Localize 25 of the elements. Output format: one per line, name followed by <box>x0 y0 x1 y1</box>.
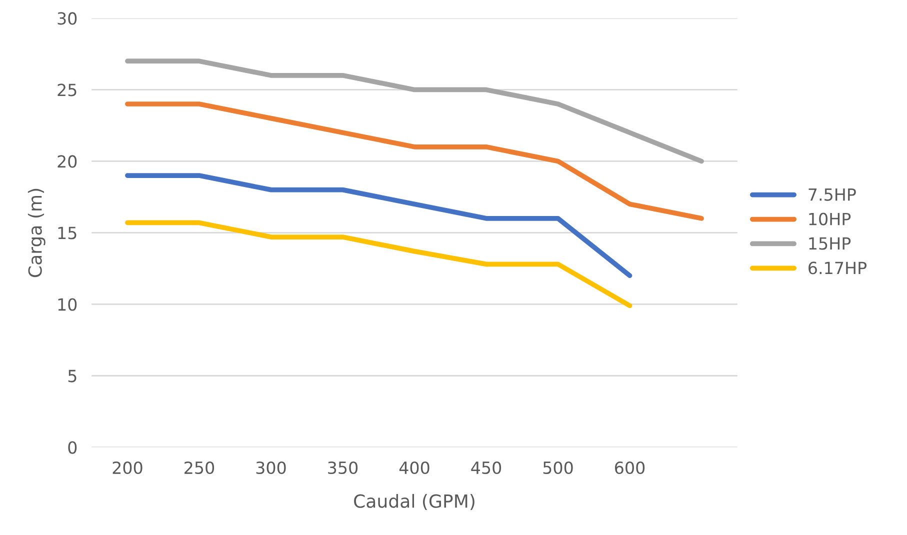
y-tick-label: 15 <box>58 226 76 240</box>
x-tick-label: 200 <box>112 461 142 474</box>
y-tick-label: 10 <box>58 298 77 311</box>
x-tick-label: 450 <box>471 461 502 474</box>
y-tick-label: 25 <box>58 84 76 96</box>
y-tick-label: 30 <box>58 12 77 25</box>
y-tick-label: 20 <box>58 155 77 168</box>
x-tick-label: 300 <box>256 461 286 474</box>
x-tick-label: 250 <box>184 461 214 474</box>
x-axis-title: Caudal (GPM) <box>354 494 474 510</box>
line-series <box>125 58 704 164</box>
y-tick-label: 0 <box>68 441 77 454</box>
x-tick-label: 400 <box>399 461 430 474</box>
x-tick-label: 350 <box>328 461 358 474</box>
line-series <box>125 220 632 308</box>
legend-label: 10HP <box>809 212 851 226</box>
legend-label: 7.5HP <box>808 188 856 201</box>
line-series <box>125 102 704 221</box>
legend-label: 6.17HP <box>808 262 867 274</box>
x-tick-label: 600 <box>615 461 645 474</box>
y-axis-title: Carga (m) <box>28 188 46 278</box>
line-series <box>125 173 632 278</box>
x-tick-label: 500 <box>543 461 573 474</box>
y-tick-label: 5 <box>68 370 76 382</box>
legend-label: 15HP <box>809 237 851 250</box>
